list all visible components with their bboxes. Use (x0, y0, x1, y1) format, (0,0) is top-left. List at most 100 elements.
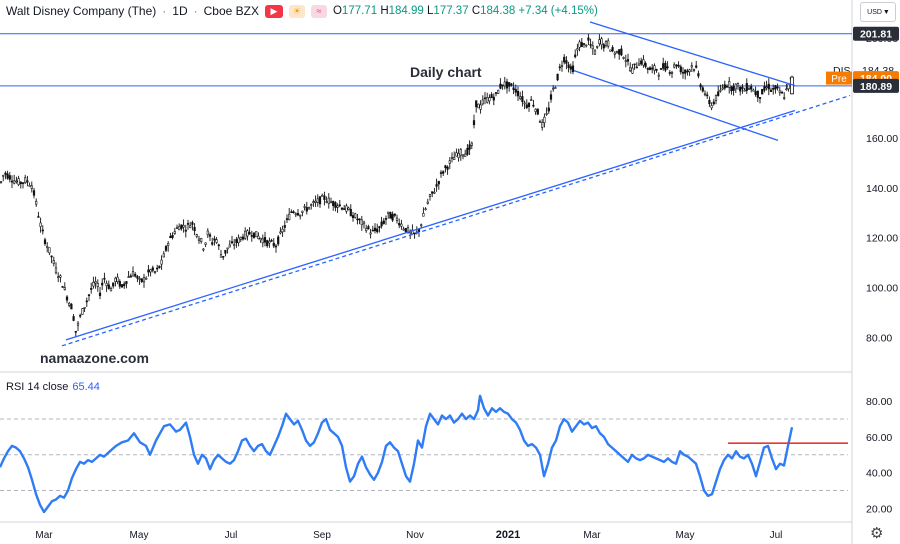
candle-body (206, 230, 209, 236)
candle-body (19, 181, 22, 185)
currency-selector[interactable]: USD▼ (860, 2, 896, 22)
candle-body (521, 96, 524, 103)
candle-body (288, 213, 291, 221)
rsi-legend[interactable]: RSI 14 close 65.44 (6, 381, 100, 393)
candle-body (523, 102, 526, 105)
candle-body (525, 104, 528, 108)
candle-body (184, 229, 187, 232)
candle-body (250, 235, 253, 237)
candle-body (26, 180, 29, 183)
candle-body (534, 108, 537, 112)
candle-body (46, 246, 49, 249)
candle-body (263, 237, 267, 243)
candle-body (600, 38, 603, 46)
candle-body (96, 283, 99, 287)
price-label-box (853, 78, 899, 93)
candle-body (272, 242, 275, 247)
candle-body (554, 87, 557, 89)
candle-body (299, 214, 302, 217)
wave-icon[interactable]: ≈ (310, 4, 327, 18)
candle-body (48, 247, 51, 254)
candle-body (681, 71, 685, 74)
candle-body (28, 185, 31, 187)
symbol-title[interactable]: Walt Disney Company (The) (6, 4, 157, 18)
candle-body (571, 65, 575, 73)
rsi-tick-label: 20.00 (866, 503, 892, 515)
trendlines (61, 21, 851, 347)
candle-body (710, 105, 713, 109)
candle-body (708, 99, 711, 105)
candle-body (202, 248, 205, 251)
candle-body (508, 82, 511, 87)
candle-body (629, 67, 632, 72)
candle-body (164, 246, 168, 251)
candle-body (226, 247, 229, 250)
candle-body (285, 218, 289, 220)
candle-body (343, 208, 346, 210)
sun-icon[interactable]: ☀ (288, 4, 305, 18)
candle-body (640, 60, 643, 65)
candle-body (211, 242, 214, 245)
candle-body (204, 242, 207, 245)
candle-body (428, 194, 432, 197)
grid-layer (0, 0, 853, 544)
candle-body (706, 94, 709, 97)
candle-body (15, 180, 18, 183)
candle-body (587, 37, 590, 41)
candle-body (255, 231, 258, 238)
candle-body (461, 154, 465, 157)
candle-body (248, 232, 251, 235)
candle-body (538, 121, 542, 123)
candle-body (10, 180, 14, 183)
candle-body (657, 74, 660, 77)
candle-body (109, 288, 113, 292)
candle-body (450, 157, 454, 159)
candle-body (444, 165, 447, 169)
candle-body (252, 232, 256, 238)
candle-body (618, 49, 621, 55)
candle-body (651, 67, 654, 70)
open-value: 177.71 (341, 5, 378, 17)
candle-body (39, 222, 42, 227)
candle-body (613, 52, 616, 55)
candle-body (466, 147, 469, 155)
candle-body (41, 229, 44, 232)
candle-body (417, 229, 421, 232)
time-tick-label: Mar (583, 530, 601, 541)
gear-icon[interactable]: ⚙ (870, 525, 884, 542)
candle-body (772, 88, 775, 90)
candle-body (259, 237, 262, 241)
separator: · (162, 4, 167, 18)
candle-body (437, 181, 440, 185)
time-tick-label: May (130, 530, 149, 541)
candle-body (127, 276, 130, 278)
candle-body (778, 90, 781, 93)
candle-body (686, 70, 689, 73)
candle-body (305, 207, 308, 212)
high-value: 184.99 (388, 5, 424, 17)
candle-body (591, 45, 594, 50)
candle-body (378, 226, 381, 229)
candle-body (87, 294, 91, 297)
candle-body (703, 93, 707, 96)
candle-body (246, 230, 249, 237)
candle-body (178, 225, 181, 231)
flag-icon[interactable]: ▶ (264, 4, 283, 18)
candle-body (233, 244, 236, 246)
candle-body (758, 97, 762, 99)
candle-body (193, 227, 196, 232)
candle-body (576, 48, 579, 51)
candle-body (761, 88, 764, 95)
interval-label[interactable]: 1D (172, 4, 188, 18)
time-tick-label: Jul (225, 530, 238, 541)
candle-body (303, 206, 306, 208)
price-series (0, 33, 794, 337)
candle-body (780, 91, 784, 94)
candle-body (37, 216, 40, 218)
candle-body (197, 238, 201, 241)
candle-body (153, 271, 157, 273)
exchange-label: Cboe BZX (203, 4, 259, 18)
candle-body (321, 194, 324, 197)
candle-body (114, 277, 117, 283)
candle-body (329, 201, 333, 204)
